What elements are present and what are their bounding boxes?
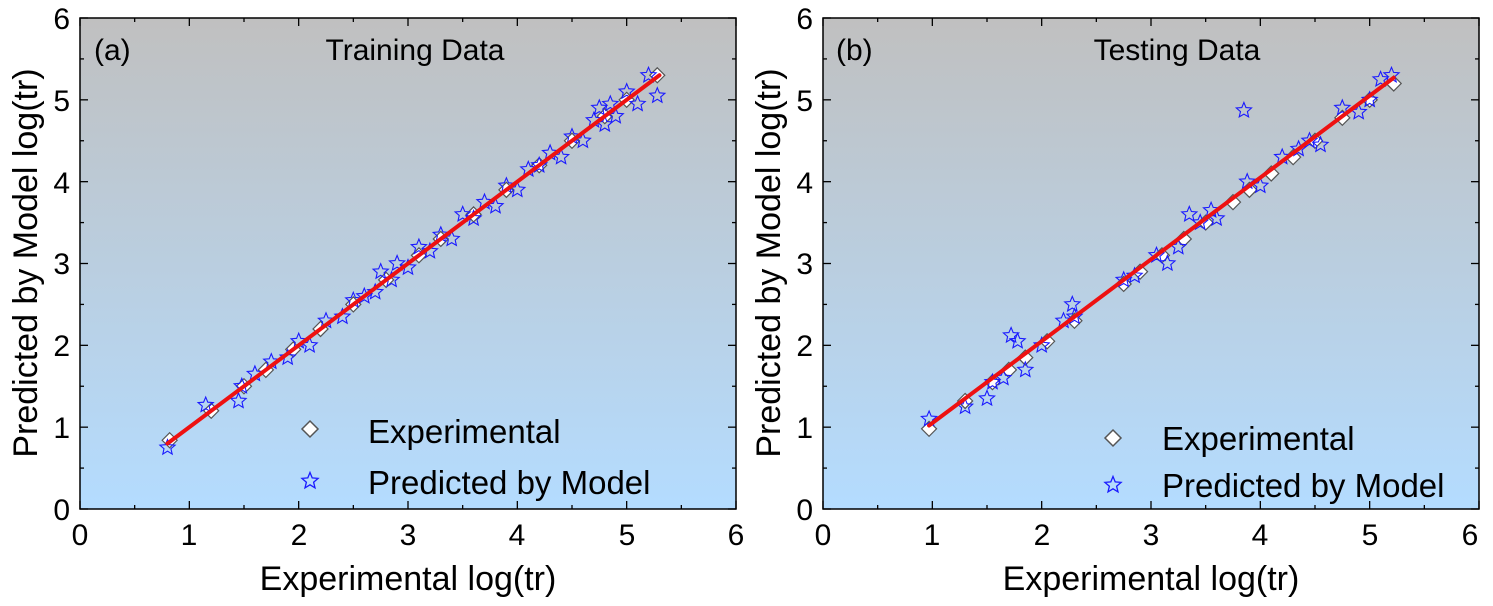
predicted-point: [983, 372, 1002, 390]
panel-title-b: Testing Data: [1094, 34, 1261, 67]
x-axis-title-a: Experimental log(tr): [260, 560, 557, 598]
legend-b: Experimental Predicted by Model: [1103, 420, 1444, 504]
y-tick-label: 5: [53, 85, 70, 118]
predicted-point: [628, 94, 647, 112]
x-tick-label: 2: [1034, 519, 1051, 552]
legend-predicted-marker-b: [1103, 474, 1123, 494]
x-tick-label: 1: [924, 519, 941, 552]
y-tick-labels-a: 0 1 2 3 4 5 6: [53, 3, 70, 527]
fit-line-a: [165, 73, 662, 446]
y-tick-marks-b: [823, 17, 1479, 510]
predicted-point: [1158, 254, 1177, 272]
x-tick-label: 5: [619, 519, 636, 552]
predicted-point: [464, 209, 483, 227]
legend-a: Experimental Predicted by Model: [300, 413, 650, 501]
predicted-point: [158, 438, 177, 456]
predicted-point: [409, 237, 428, 255]
y-tick-label: 6: [796, 3, 813, 36]
predicted-point: [453, 204, 472, 223]
panel-label-a: (a): [94, 34, 131, 67]
predicted-point: [1063, 294, 1082, 313]
y-tick-label: 1: [53, 412, 70, 445]
predicted-point: [1016, 360, 1035, 378]
x-tick-labels-b: 0 1 2 3 4 5 6: [815, 519, 1479, 552]
predicted-point: [333, 307, 352, 325]
y-tick-label: 0: [796, 494, 813, 527]
x-tick-label: 5: [1362, 519, 1379, 552]
predicted-point: [920, 409, 939, 427]
y-tick-label: 2: [796, 330, 813, 363]
predicted-point: [229, 391, 248, 409]
predicted-point: [1032, 335, 1051, 353]
x-tick-label: 4: [509, 519, 526, 552]
predicted-point: [1234, 101, 1253, 119]
predicted-point: [388, 254, 407, 272]
y-tick-marks-a: [80, 17, 736, 510]
predicted-point: [639, 65, 658, 83]
predicted-point: [1360, 90, 1379, 108]
x-tick-label: 4: [1252, 519, 1269, 552]
y-tick-label: 5: [796, 85, 813, 118]
y-axis-title-b: Predicted by Model log(tr): [750, 68, 788, 457]
panel-b: 0 1 2 3 4 5 6 0 1 2 3 4 5 6 Experimental…: [750, 3, 1480, 598]
x-tick-label: 6: [728, 519, 745, 552]
predicted-point: [1008, 331, 1027, 349]
predicted-point: [1125, 266, 1144, 284]
x-tick-labels-a: 0 1 2 3 4 5 6: [72, 519, 745, 552]
y-tick-label: 6: [53, 3, 70, 36]
predicted-point: [1333, 98, 1352, 116]
predicted-point: [196, 395, 215, 413]
legend-experimental-label-a: Experimental: [368, 413, 561, 450]
y-axis-title-a: Predicted by Model log(tr): [7, 68, 45, 457]
legend-experimental-marker-a: [300, 419, 320, 439]
panel-title-a: Training Data: [326, 34, 505, 67]
plot-area-b: [822, 17, 1480, 510]
predicted-point: [382, 270, 401, 288]
x-tick-label: 3: [1143, 519, 1160, 552]
predicted-point: [1180, 204, 1199, 223]
predicted-point: [366, 282, 385, 300]
x-tick-label: 0: [72, 519, 89, 552]
predicted-point: [420, 241, 439, 259]
predicted-point: [601, 94, 620, 112]
x-axis-title-b: Experimental log(tr): [1003, 560, 1300, 598]
predicted-point: [278, 348, 297, 366]
legend-experimental-label-b: Experimental: [1162, 420, 1355, 457]
predicted-point: [978, 389, 996, 407]
x-tick-marks-a: [79, 18, 737, 509]
y-tick-labels-b: 0 1 2 3 4 5 6: [796, 3, 813, 527]
y-tick-label: 2: [53, 330, 70, 363]
predicted-point: [1311, 135, 1330, 153]
y-tick-label: 4: [796, 167, 813, 200]
x-tick-label: 0: [815, 519, 832, 552]
y-tick-label: 0: [53, 494, 70, 527]
x-tick-label: 1: [181, 519, 198, 552]
y-tick-label: 1: [796, 412, 813, 445]
panel-label-b: (b): [836, 34, 873, 67]
legend-predicted-label-b: Predicted by Model: [1162, 467, 1444, 504]
predicted-point: [648, 86, 667, 104]
predicted-point: [1371, 69, 1390, 87]
predicted-point: [617, 82, 636, 100]
x-tick-label: 3: [400, 519, 417, 552]
fit-line-b-group: [927, 75, 1396, 428]
x-tick-marks-b: [822, 18, 1480, 509]
x-tick-label: 2: [291, 519, 308, 552]
x-tick-label: 6: [1462, 519, 1479, 552]
predicted-point: [371, 262, 390, 280]
y-tick-label: 3: [53, 248, 70, 281]
legend-predicted-label-a: Predicted by Model: [368, 464, 650, 501]
fit-line-a-group: [165, 73, 662, 446]
y-tick-label: 3: [796, 248, 813, 281]
legend-predicted-marker-a: [300, 470, 320, 490]
fit-line-b: [927, 75, 1396, 428]
predicted-point: [399, 258, 417, 276]
predicted-point: [590, 98, 609, 116]
panel-a: 0 1 2 3 4 5 6 0 1 2 3 4 5 6 Experimental…: [7, 3, 744, 598]
legend-experimental-marker-b: [1103, 428, 1123, 448]
y-tick-label: 4: [53, 167, 70, 200]
